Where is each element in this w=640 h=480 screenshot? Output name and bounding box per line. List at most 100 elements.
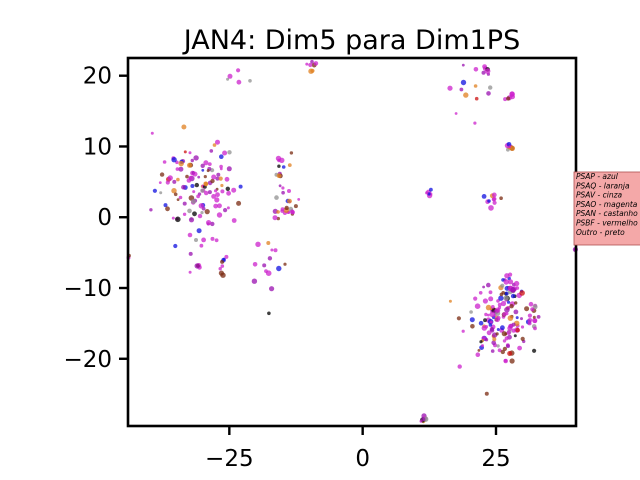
scatter-point — [190, 184, 195, 188]
scatter-point — [283, 262, 287, 266]
scatter-point — [278, 184, 282, 188]
scatter-point — [506, 96, 511, 101]
scatter-point — [193, 155, 199, 161]
scatter-point — [289, 151, 294, 155]
scatter-point — [167, 175, 173, 181]
scatter-point — [474, 303, 481, 310]
scatter-point — [305, 62, 309, 66]
scatter-point — [482, 285, 485, 289]
scatter-point — [497, 302, 502, 307]
scatter-point — [524, 306, 530, 312]
scatter-point — [488, 290, 493, 295]
scatter-point — [262, 263, 267, 268]
scatter-point — [220, 259, 225, 264]
scatter-point — [274, 195, 279, 200]
scatter-point — [484, 338, 489, 342]
scatter-point — [187, 208, 192, 214]
scatter-point — [222, 257, 226, 261]
scatter-point — [159, 172, 165, 177]
scatter-point — [220, 183, 224, 188]
scatter-point — [498, 295, 504, 301]
scatter-point — [460, 79, 467, 86]
scatter-point — [503, 279, 509, 285]
scatter-point — [481, 194, 487, 199]
legend-entry: PSAP - azul — [576, 172, 619, 181]
scatter-point — [479, 340, 483, 344]
scatter-point — [478, 291, 483, 295]
scatter-point — [500, 300, 507, 307]
scatter-point — [527, 313, 533, 318]
scatter-point — [216, 212, 223, 218]
scatter-point — [197, 213, 203, 219]
scatter-point — [199, 243, 204, 248]
scatter-point — [196, 228, 202, 234]
scatter-point — [448, 299, 452, 303]
scatter-point — [165, 206, 170, 212]
y-axis: −20 −10 0 10 20 — [63, 64, 128, 373]
scatter-point — [488, 85, 493, 90]
scatter-point — [495, 332, 499, 336]
scatter-point — [492, 337, 497, 342]
scatter-point — [204, 190, 209, 196]
scatter-point — [456, 316, 461, 321]
scatter-point — [226, 77, 230, 81]
scatter-point — [504, 291, 509, 296]
scatter-point — [514, 301, 518, 305]
scatter-point — [489, 320, 493, 324]
scatter-point — [200, 211, 204, 215]
scatter-point — [520, 336, 525, 341]
scatter-point — [532, 315, 536, 319]
scatter-point — [481, 325, 487, 331]
scatter-point — [267, 256, 273, 261]
scatter-point — [463, 92, 469, 98]
scatter-point — [490, 349, 495, 353]
scatter-point — [187, 232, 193, 238]
scatter-point — [219, 164, 223, 169]
scatter-point — [209, 149, 214, 153]
legend-entry: PSAN - castanho — [576, 209, 638, 218]
scatter-point — [211, 194, 217, 199]
scatter-point — [162, 160, 167, 164]
x-tick-label: 0 — [355, 446, 370, 472]
scatter-point — [277, 164, 281, 168]
scatter-point — [500, 325, 505, 331]
y-tick-label: 0 — [97, 205, 112, 231]
scatter-point — [231, 218, 237, 223]
scatter-point — [482, 64, 487, 69]
scatter-point — [308, 62, 313, 68]
scatter-point — [527, 318, 533, 323]
chart-title: JAN4: Dim5 para Dim1PS — [182, 25, 520, 56]
scatter-point — [500, 349, 505, 355]
scatter-point — [203, 175, 207, 179]
legend-entry: PSAO - magenta — [576, 200, 638, 209]
scatter-point — [206, 169, 210, 173]
scatter-point — [308, 68, 314, 74]
scatter-point — [459, 87, 464, 92]
scatter-point — [457, 364, 462, 369]
scatter-point — [499, 196, 503, 200]
scatter-point — [185, 174, 189, 179]
scatter-point — [176, 177, 180, 182]
scatter-point — [461, 63, 465, 67]
scatter-point — [503, 97, 508, 102]
scatter-point — [491, 197, 496, 202]
scatter-point — [503, 295, 509, 301]
scatter-point — [287, 198, 292, 204]
scatter-point — [201, 168, 205, 172]
scatter-point — [218, 176, 223, 181]
scatter-point — [226, 166, 232, 172]
scatter-point — [474, 96, 479, 101]
scatter-point — [192, 211, 197, 217]
scatter-point — [251, 278, 258, 284]
scatter-point — [496, 328, 500, 331]
y-tick-label: 20 — [83, 64, 112, 90]
scatter-point — [275, 155, 282, 162]
scatter-point — [496, 344, 500, 348]
scatter-point — [461, 329, 465, 333]
scatter-point — [252, 262, 258, 267]
scatter-point — [276, 210, 280, 214]
scatter-point — [506, 330, 511, 335]
scatter-point — [297, 198, 301, 201]
legend-entry: PSAQ - laranja — [576, 181, 630, 190]
scatter-point — [165, 180, 170, 185]
